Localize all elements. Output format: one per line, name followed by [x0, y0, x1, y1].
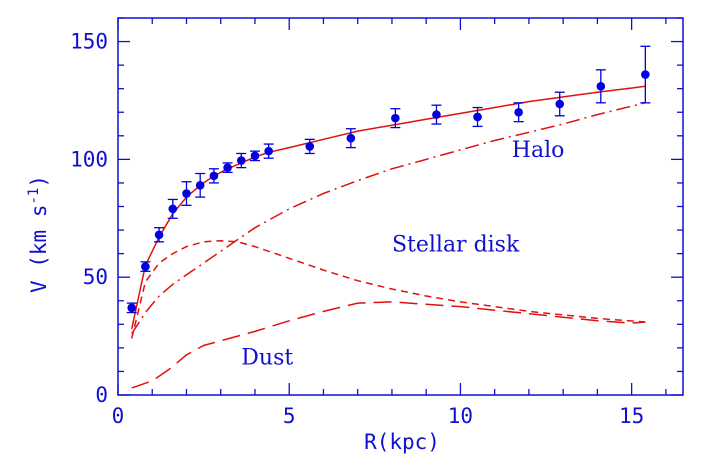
point-marker — [195, 180, 205, 190]
data-point — [304, 138, 315, 155]
point-marker — [555, 99, 565, 109]
data-point — [126, 302, 137, 314]
point-marker — [264, 146, 273, 156]
data-point — [222, 162, 233, 173]
point-marker — [182, 189, 191, 198]
x-tick-label: 0 — [112, 404, 125, 428]
data-point — [154, 227, 165, 243]
data-point — [140, 261, 151, 272]
point-marker — [473, 112, 482, 122]
y-tick-label: 150 — [70, 30, 108, 54]
point-marker — [596, 82, 606, 91]
annotation-label: Stellar disk — [392, 232, 520, 257]
point-marker — [127, 303, 136, 313]
data-point — [263, 143, 274, 159]
axis-ticks — [117, 17, 683, 396]
data-point — [167, 198, 178, 219]
x-tick-label: 15 — [619, 404, 644, 428]
annotations: Halo Stellar disk Dust — [241, 138, 564, 370]
curve-solid — [130, 85, 646, 330]
y-axis-label-main: V (km s — [27, 205, 51, 294]
model-curves — [130, 85, 646, 389]
data-point — [345, 128, 356, 149]
point-marker — [250, 151, 260, 161]
point-marker — [641, 70, 650, 79]
y-tick-label: 100 — [70, 147, 108, 171]
point-marker — [154, 230, 164, 240]
data-point — [249, 150, 260, 162]
curve-dotdash — [131, 102, 646, 335]
x-tick-label: 5 — [283, 404, 296, 428]
curve-longdash — [131, 301, 646, 389]
data-point — [195, 172, 206, 198]
annotation-label: Halo — [512, 138, 565, 163]
data-point — [181, 181, 192, 206]
y-axis-label-sup: -1 — [26, 188, 42, 205]
data-points — [126, 45, 651, 314]
point-marker — [514, 107, 523, 117]
y-tick-label: 0 — [95, 383, 108, 407]
data-point — [640, 45, 651, 104]
curve-shortdash — [130, 239, 646, 339]
point-marker — [346, 133, 356, 143]
point-marker — [168, 204, 178, 214]
data-point — [472, 106, 483, 128]
point-marker — [391, 113, 400, 123]
plot-frame — [117, 17, 684, 396]
point-marker — [305, 142, 315, 151]
data-point — [595, 69, 606, 104]
y-axis-label-close: ) — [27, 175, 51, 188]
data-point — [236, 152, 247, 169]
data-point — [513, 102, 524, 123]
data-point — [431, 104, 442, 125]
point-marker — [209, 171, 219, 181]
point-marker — [236, 156, 246, 165]
data-point — [554, 91, 565, 117]
y-axis-label: V (km s-1) — [26, 175, 51, 293]
y-tick-label: 50 — [83, 265, 108, 289]
annotation-label: Dust — [241, 345, 293, 370]
data-point — [390, 108, 401, 129]
point-marker — [432, 110, 441, 119]
x-tick-label: 10 — [448, 404, 473, 428]
data-point — [208, 168, 219, 184]
point-marker — [223, 163, 232, 172]
x-axis-label: R(kpc) — [364, 430, 440, 454]
point-marker — [141, 262, 150, 271]
